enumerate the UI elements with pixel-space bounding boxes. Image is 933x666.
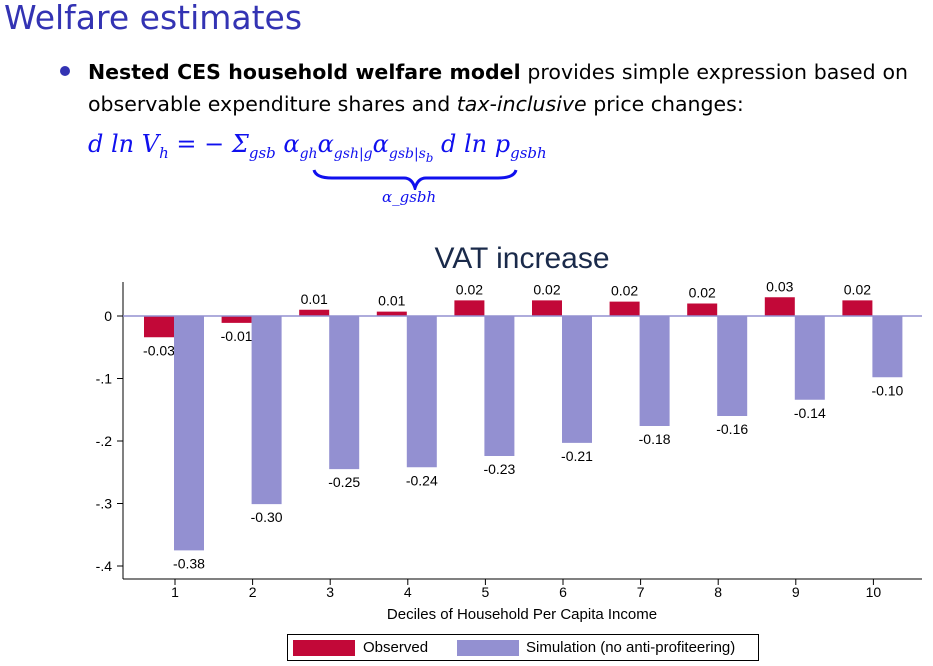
bar-simulation [872, 316, 903, 378]
bullet-text: Nested CES household welfare model provi… [88, 56, 908, 120]
legend-swatch-observed [293, 640, 355, 656]
data-label: -0.16 [716, 421, 748, 437]
data-label: -0.30 [251, 509, 283, 525]
data-label: -0.01 [221, 328, 253, 344]
data-label: 0.01 [301, 291, 328, 307]
bar-simulation [174, 316, 204, 551]
bar-observed [299, 309, 330, 316]
data-label: -0.25 [328, 474, 360, 490]
formula-brace-label: α_gsbh [382, 188, 437, 206]
bar-simulation [329, 316, 360, 470]
bullet-rest: provides simple expression based on obse… [88, 60, 908, 116]
bullet-icon [60, 66, 70, 76]
bar-observed [764, 297, 795, 316]
bullet-end: price changes: [586, 92, 744, 116]
data-label: 0.01 [378, 293, 405, 309]
data-label: -0.14 [794, 405, 826, 421]
bar-chart: VAT increase 0 -.1 -.2 -.3 -.4 1 2 3 4 5 6 7 8 9 10 -0.… [96, 242, 922, 623]
chart-title: VAT increase [434, 242, 609, 275]
bar-simulation [251, 316, 282, 505]
bar-simulation [406, 316, 437, 468]
data-label: -0.03 [143, 342, 175, 358]
bar-simulation [794, 316, 825, 400]
x-tick-label: 4 [404, 584, 412, 600]
x-tick-label: 10 [866, 584, 882, 600]
x-tick-label: 6 [559, 584, 567, 600]
data-label: 0.02 [611, 283, 638, 299]
bar-simulation [562, 316, 592, 443]
bar-observed [532, 300, 562, 316]
data-label: -0.18 [639, 431, 671, 447]
data-label: 0.02 [689, 285, 716, 301]
bar-simulation [717, 316, 748, 416]
y-tick-label: -.2 [96, 433, 113, 449]
x-tick-label: 3 [326, 584, 334, 600]
data-label: -0.38 [173, 555, 205, 571]
data-label: 0.02 [456, 281, 483, 297]
bar-observed [609, 301, 640, 316]
bar-observed [376, 311, 407, 316]
y-tick-label: -.3 [96, 496, 113, 512]
bar-observed [144, 316, 174, 338]
legend: Observed Simulation (no anti-profiteerin… [287, 634, 759, 661]
bar-observed [687, 303, 718, 316]
slide-title: Welfare estimates [4, 0, 303, 37]
bullet-italic: tax-inclusive [456, 92, 587, 116]
bullet-bold: Nested CES household welfare model [88, 60, 521, 84]
bar-simulation [484, 316, 515, 456]
x-tick-label: 8 [714, 584, 722, 600]
x-tick-label: 7 [637, 584, 645, 600]
legend-label-observed: Observed [363, 639, 429, 656]
bar-observed [221, 316, 252, 323]
x-tick-label: 1 [171, 584, 179, 600]
data-label: -0.21 [561, 448, 593, 464]
data-label: -0.24 [406, 472, 438, 488]
data-label: -0.23 [483, 461, 515, 477]
y-tick-label: -.1 [96, 371, 113, 387]
data-label: -0.10 [871, 382, 903, 398]
bar-simulation [639, 316, 670, 426]
legend-label-simulation: Simulation (no anti-profiteering) [526, 639, 736, 656]
data-label: 0.02 [533, 281, 560, 297]
data-label: 0.03 [766, 278, 793, 294]
bar-observed [842, 300, 873, 316]
x-tick-label: 5 [482, 584, 490, 600]
underbrace [312, 169, 518, 190]
x-tick-label: 9 [792, 584, 800, 600]
formula: d ln Vh = − Σgsb αghαgsh|gαgsb|sb d ln p… [88, 130, 547, 165]
data-label: 0.02 [844, 281, 871, 297]
legend-swatch-simulation [457, 640, 519, 656]
y-tick-label: 0 [104, 308, 112, 324]
bar-observed [454, 300, 485, 316]
x-axis-label: Deciles of Household Per Capita Income [387, 606, 657, 623]
x-tick-label: 2 [249, 584, 257, 600]
y-tick-label: -.4 [96, 558, 113, 574]
